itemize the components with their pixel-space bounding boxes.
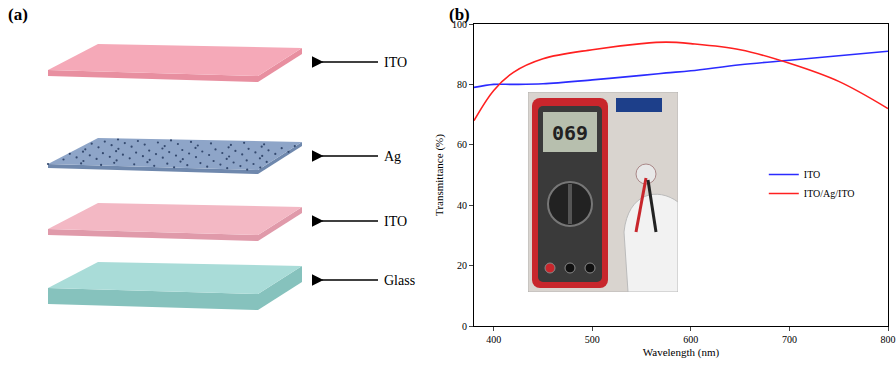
svg-text:ITO: ITO	[804, 169, 820, 180]
svg-text:Glass: Glass	[384, 273, 415, 288]
svg-text:ITO: ITO	[384, 214, 407, 229]
svg-text:ITO: ITO	[384, 55, 407, 70]
svg-text:20: 20	[457, 260, 467, 271]
svg-text:60: 60	[457, 139, 467, 150]
svg-text:600: 600	[683, 334, 698, 345]
svg-text:100: 100	[452, 19, 467, 30]
svg-text:Wavelength (nm): Wavelength (nm)	[643, 346, 720, 359]
svg-text:ITO/Ag/ITO: ITO/Ag/ITO	[804, 188, 855, 199]
svg-text:400: 400	[486, 334, 501, 345]
svg-text:069: 069	[552, 121, 588, 145]
svg-text:80: 80	[457, 79, 467, 90]
svg-text:40: 40	[457, 200, 467, 211]
svg-text:0: 0	[462, 321, 467, 332]
svg-text:700: 700	[782, 334, 797, 345]
svg-text:Ag: Ag	[384, 149, 401, 164]
svg-text:(a): (a)	[8, 5, 28, 24]
svg-text:800: 800	[881, 334, 896, 345]
svg-text:(b): (b)	[449, 5, 470, 24]
svg-text:500: 500	[585, 334, 600, 345]
svg-text:Transmittance (%): Transmittance (%)	[433, 134, 446, 216]
